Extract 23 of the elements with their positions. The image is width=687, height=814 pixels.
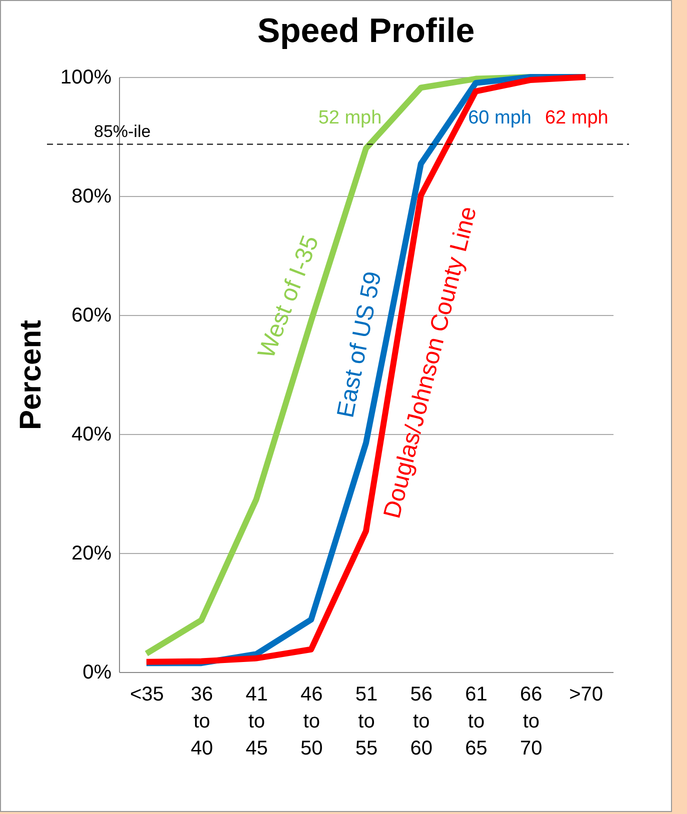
annotation: 52 mph	[318, 107, 382, 128]
y-axis-title: Percent	[14, 320, 48, 430]
x-tick-label: >70	[569, 684, 604, 706]
ref-line-label: 85%-ile	[94, 122, 151, 142]
x-tick-label: 51 to 55	[355, 684, 378, 760]
x-tick-label: 36 to 40	[190, 684, 213, 760]
text: West of I-35	[252, 232, 324, 362]
x-tick-label: <35	[130, 684, 164, 706]
y-tick-label: 60%	[71, 304, 112, 326]
y-tick-label: 40%	[71, 424, 112, 446]
text: East of US 59	[332, 269, 387, 420]
y-tick-label: 0%	[82, 662, 112, 684]
x-tick-label: 41 to 45	[246, 684, 268, 760]
x-tick-label: 61 to 65	[465, 684, 488, 760]
x-tick-label: 46 to 50	[300, 684, 323, 760]
annotation: 60 mph	[468, 107, 532, 128]
y-tick-label: 80%	[71, 186, 112, 208]
x-tick-label: 56 to 60	[410, 684, 433, 760]
annotation: 62 mph	[544, 107, 608, 128]
y-tick-label: 100%	[60, 66, 112, 88]
chart-title: Speed Profile	[257, 12, 475, 50]
y-tick-label: 20%	[71, 542, 112, 564]
x-tick-label: 66 to 70	[520, 684, 542, 760]
